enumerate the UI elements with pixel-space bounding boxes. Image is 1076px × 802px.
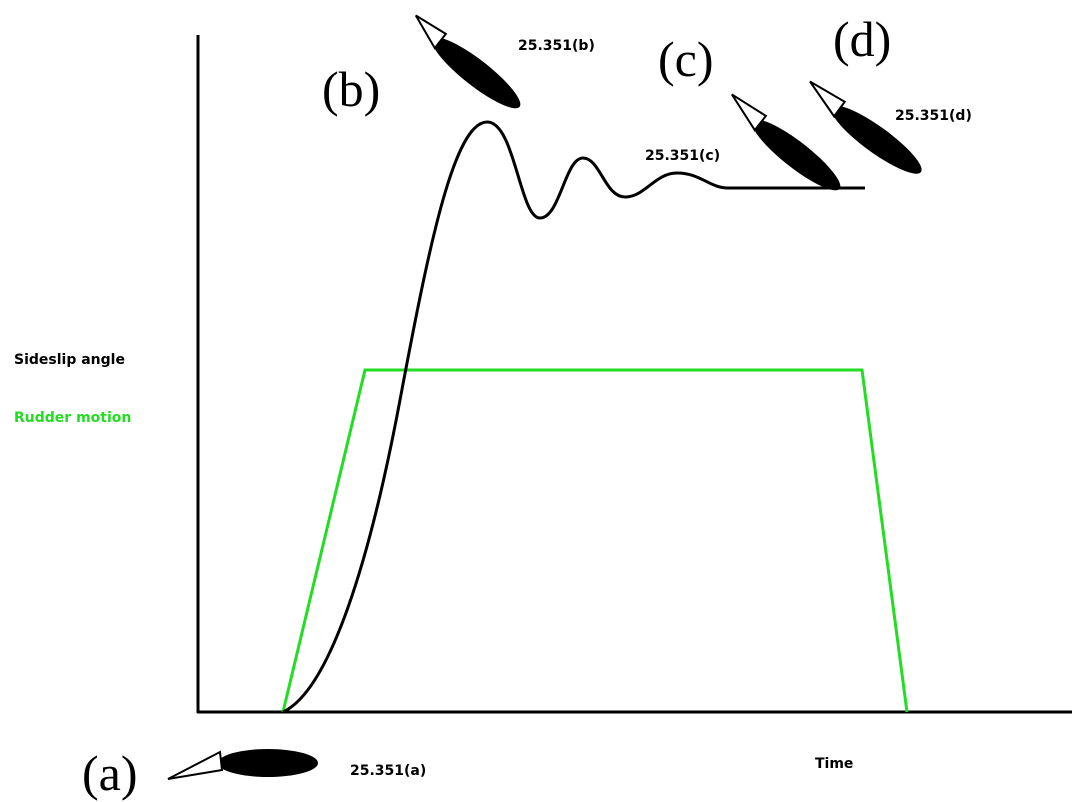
aircraft-b — [403, 12, 528, 117]
rudder-curve — [283, 370, 907, 712]
x-axis-label: Time — [815, 756, 853, 772]
stage-letter: (a) — [82, 745, 138, 801]
stage-code: 25.351(b) — [518, 38, 595, 54]
stage-letter: (c) — [658, 31, 714, 87]
stage-letter: (b) — [322, 61, 380, 117]
aircraft-a — [168, 749, 318, 779]
sideslip-curve — [283, 122, 865, 712]
stage-code: 25.351(d) — [895, 108, 972, 124]
stage-code: 25.351(a) — [350, 763, 426, 779]
legend-label: Sideslip angle — [14, 352, 125, 368]
stage-letter: (d) — [833, 11, 891, 67]
legend-label: Rudder motion — [14, 410, 131, 426]
diagram: Sideslip angle Rudder motion Time (a) (b… — [0, 0, 1076, 802]
stage-code: 25.351(c) — [645, 148, 720, 164]
